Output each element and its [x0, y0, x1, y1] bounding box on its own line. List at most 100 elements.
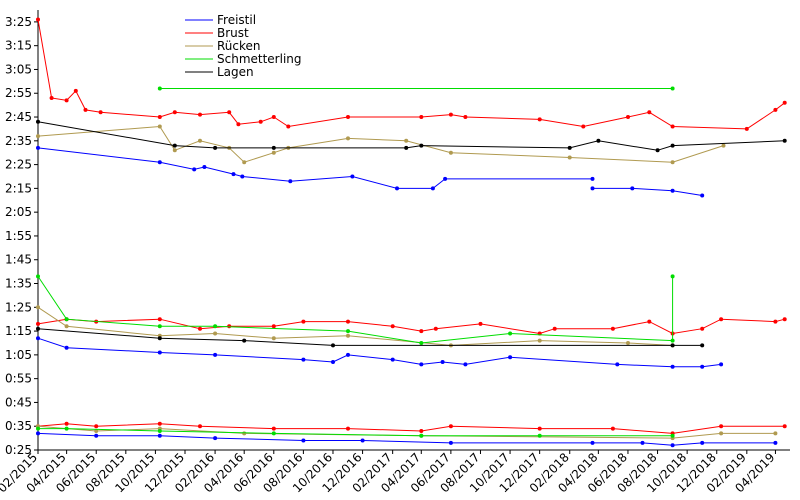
data-point [64, 98, 69, 103]
data-point [719, 362, 724, 367]
data-point [242, 338, 247, 343]
y-tick-label: 0:45 [5, 395, 32, 409]
data-point [36, 119, 40, 124]
data-point [537, 117, 542, 122]
data-point [463, 115, 468, 119]
data-point [655, 148, 660, 153]
data-point [567, 155, 572, 160]
data-point [64, 426, 69, 431]
data-point [64, 345, 69, 350]
data-point [157, 429, 162, 433]
y-tick-label: 1:35 [5, 277, 32, 291]
data-point [670, 443, 675, 448]
data-point [404, 138, 409, 143]
data-point [670, 343, 675, 348]
data-point [478, 321, 483, 326]
data-point [236, 122, 241, 127]
y-tick-label: 3:25 [5, 15, 32, 29]
y-tick-label: 2:15 [5, 181, 32, 195]
legend-label: Rücken [217, 39, 261, 53]
data-point [198, 326, 202, 331]
data-point [198, 112, 202, 117]
data-point [36, 431, 40, 436]
data-point [346, 319, 350, 324]
data-point [508, 355, 513, 360]
data-point [157, 160, 162, 165]
series-line [37, 425, 776, 439]
data-point [630, 186, 635, 191]
series-line [37, 19, 786, 130]
data-point [640, 440, 645, 445]
data-point [782, 138, 787, 143]
y-tick-label: 2:55 [5, 86, 32, 100]
data-point [395, 186, 399, 191]
data-point [700, 193, 705, 198]
data-point [172, 148, 177, 153]
data-point [419, 329, 424, 334]
chart-axes: 0:25 0:35 0:45 0:55 1:05 1:15 1:25 1:35 1:45 1:55… [0, 10, 790, 495]
data-point [700, 440, 705, 445]
data-point [773, 107, 778, 112]
y-tick-label: 1:45 [5, 253, 32, 267]
data-point [782, 100, 787, 105]
data-point [670, 338, 675, 343]
data-point [227, 110, 232, 115]
data-point [700, 343, 705, 348]
series-schmetterling [36, 86, 675, 438]
data-point [419, 143, 424, 148]
data-point [670, 160, 675, 165]
series-line [37, 337, 722, 368]
y-tick-label: 1:55 [5, 229, 32, 243]
data-point [419, 341, 424, 345]
series-freistil [36, 145, 778, 448]
data-point [537, 433, 542, 438]
data-point [213, 352, 218, 357]
data-point [537, 426, 542, 431]
data-point [231, 172, 236, 177]
data-point [419, 429, 424, 433]
data-point [430, 186, 435, 191]
data-point [647, 110, 652, 115]
series-line [37, 318, 785, 335]
data-point [36, 17, 40, 22]
data-point [440, 360, 445, 364]
y-tick-label: 0:55 [5, 372, 32, 386]
data-point [346, 352, 350, 357]
data-point [64, 317, 69, 322]
data-point [721, 143, 726, 148]
data-point [390, 357, 395, 362]
data-point [390, 324, 395, 329]
data-point [157, 124, 162, 129]
data-point [198, 138, 202, 143]
data-point [670, 86, 675, 91]
data-point [301, 438, 306, 443]
y-tick-label: 1:25 [5, 300, 32, 314]
data-point [670, 433, 675, 438]
data-point [301, 319, 306, 324]
y-tick-label: 0:25 [5, 443, 32, 457]
data-point [590, 186, 595, 191]
legend-label: Brust [217, 26, 249, 40]
data-point [192, 167, 197, 172]
data-point [670, 143, 675, 148]
data-point [36, 336, 40, 341]
data-point [157, 317, 162, 322]
data-point [419, 433, 424, 438]
data-point [346, 115, 350, 119]
data-point [567, 145, 572, 150]
series-line [592, 187, 703, 196]
data-point [157, 336, 162, 341]
data-point [240, 174, 245, 179]
y-tick-label: 3:15 [5, 39, 32, 53]
data-point [443, 176, 448, 181]
data-point [288, 179, 293, 184]
series-lagen [36, 119, 787, 348]
data-point [346, 329, 350, 334]
data-point [346, 426, 350, 431]
y-tick-label: 1:15 [5, 324, 32, 338]
data-point [448, 150, 453, 155]
data-point [157, 421, 162, 426]
data-point [258, 119, 263, 124]
y-tick-label: 3:05 [5, 62, 32, 76]
